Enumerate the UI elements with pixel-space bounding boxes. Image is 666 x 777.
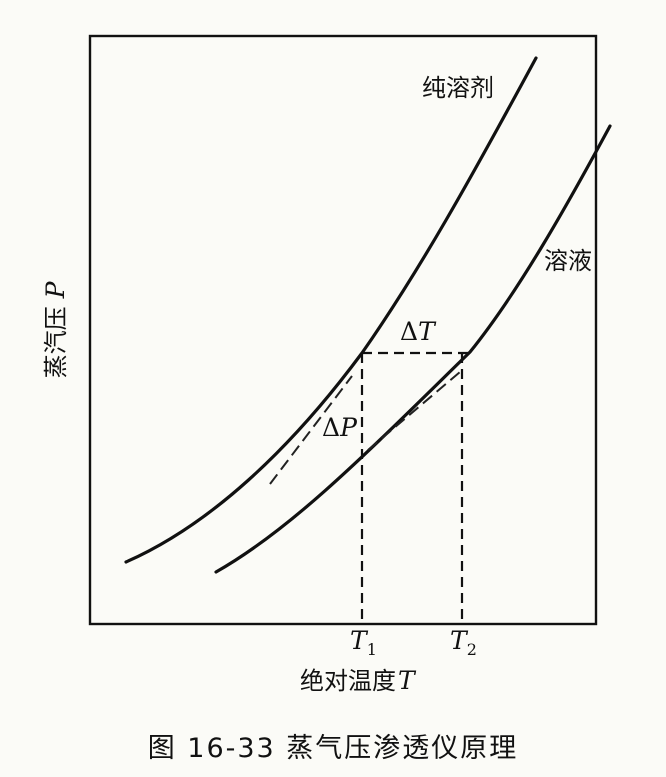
delta-t-var: T	[418, 317, 437, 346]
delta-p-symbol: Δ	[322, 413, 340, 442]
t2-sub: 2	[467, 640, 477, 659]
delta-p-var: P	[339, 413, 358, 442]
y-axis-label-var: P	[41, 280, 70, 299]
y-axis-label: 蒸汽压 P	[41, 280, 70, 378]
delta-t-label: ΔT	[400, 317, 437, 346]
x-axis-label-text: 绝对温度	[300, 667, 396, 695]
figure-caption: 图 16-33 蒸气压渗透仪原理	[148, 733, 519, 764]
solution-tangent-dashed-line	[367, 371, 461, 451]
plot-frame	[88, 34, 598, 626]
t2-label: T2	[450, 626, 477, 659]
svg-text:蒸汽压P: 蒸汽压 P	[41, 280, 70, 378]
delta-t-symbol: Δ	[400, 317, 418, 346]
x-axis-label: 绝对温度T	[300, 666, 417, 695]
t1-var: T	[350, 626, 369, 655]
t2-var: T	[450, 626, 469, 655]
x-axis-label-var: T	[398, 666, 417, 695]
pure-solvent-label: 纯溶剂	[422, 74, 494, 102]
solution-label: 溶液	[544, 247, 592, 275]
delta-p-label: ΔP	[322, 413, 358, 442]
t1-label: T1	[350, 626, 377, 659]
tangent-dashed-line	[269, 375, 353, 485]
solution-curve	[214, 124, 612, 574]
y-axis-label-text: 蒸汽压	[42, 306, 70, 378]
t1-sub: 1	[367, 640, 377, 659]
